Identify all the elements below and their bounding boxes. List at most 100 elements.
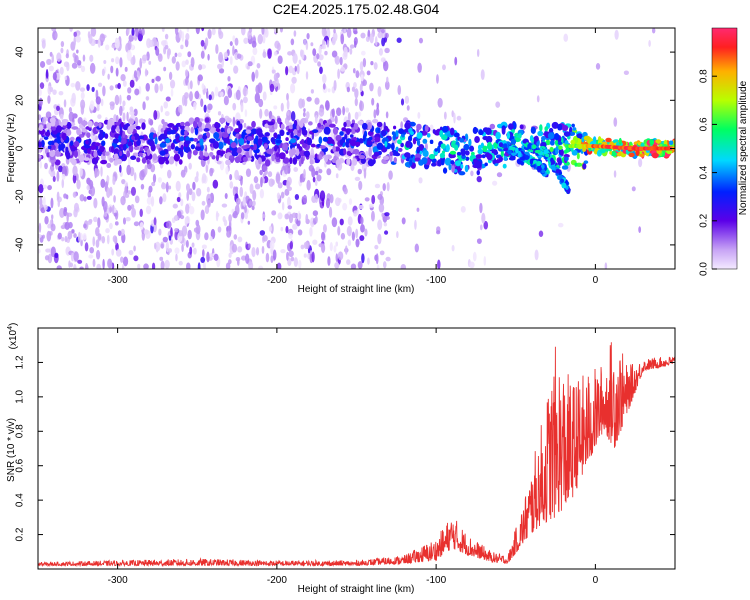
- spectrogram-noise-mark: [178, 260, 183, 266]
- spectrogram-noise-mark: [186, 190, 190, 202]
- spectrogram-noise-mark: [232, 45, 235, 56]
- spectrogram-noise-mark: [373, 109, 377, 119]
- spectrogram-noise-mark: [354, 88, 359, 99]
- colorbar-gradient: [712, 28, 737, 269]
- spectrogram-band-mark: [66, 121, 72, 129]
- spectrogram-band-mark: [130, 155, 137, 161]
- spectrogram-band-mark: [554, 146, 559, 155]
- spectrogram-noise-mark: [253, 176, 259, 184]
- spectrogram-band-mark: [463, 143, 470, 151]
- spectrogram-band-mark: [470, 151, 475, 156]
- spectrogram-band-mark: [179, 150, 184, 158]
- spectrogram-band-mark: [141, 122, 146, 130]
- spectrogram-noise-mark: [294, 65, 298, 72]
- spectrogram-band-mark: [495, 131, 501, 140]
- spectrogram-band-mark: [498, 156, 503, 162]
- spectrogram-noise-mark: [292, 52, 298, 64]
- spectrogram-band-mark: [458, 171, 466, 176]
- spectrogram-noise-mark: [73, 31, 78, 37]
- spectrogram-noise-mark: [384, 215, 390, 221]
- spectrogram-noise-mark: [252, 47, 258, 56]
- spectrogram-noise-mark: [39, 60, 46, 68]
- spectrogram-noise-mark: [330, 128, 334, 140]
- spectrogram-band-mark: [495, 159, 501, 164]
- spectrogram-band-mark: [47, 145, 52, 150]
- spectrogram-band-mark: [384, 141, 388, 148]
- spectrogram-band-mark: [38, 148, 42, 153]
- spectrogram-band-mark: [453, 132, 460, 138]
- spectrogram-band-mark: [422, 150, 429, 157]
- snr-y-tick-label: 0.6: [15, 458, 26, 472]
- spectrogram-band-mark: [300, 156, 304, 165]
- snr-x-tick-label: -200: [267, 575, 287, 586]
- spectrogram-noise-mark: [322, 74, 327, 84]
- spectrogram-noise-mark: [109, 101, 115, 107]
- spectrogram-noise-mark: [248, 261, 254, 269]
- spectrogram-band-mark: [38, 124, 44, 131]
- spectrogram-band-mark: [428, 153, 436, 160]
- spectrogram-noise-mark: [229, 41, 233, 47]
- spectrogram-noise-mark: [385, 111, 389, 119]
- spectrogram-noise-mark: [442, 64, 446, 71]
- spectrogram-band-mark: [213, 132, 220, 140]
- spectrogram-band-mark: [101, 140, 106, 147]
- spectrogram-band-mark: [389, 151, 394, 157]
- spectrogram-noise-mark: [380, 29, 385, 34]
- spectrogram-noise-mark: [214, 86, 219, 97]
- spectrogram-band-mark: [503, 155, 508, 161]
- spectrogram-band-mark: [564, 156, 569, 161]
- spectrogram-noise-mark: [100, 98, 104, 107]
- spectrogram-noise-mark: [146, 38, 152, 49]
- spectrogram-band-mark: [322, 136, 329, 142]
- spectrogram-band-mark: [482, 135, 490, 141]
- spectrogram-noise-mark: [52, 170, 56, 177]
- spectrogram-noise-mark: [63, 193, 68, 199]
- spectrogram-noise-mark: [201, 200, 206, 206]
- spectrogram-noise-mark: [83, 196, 87, 202]
- spectrogram-noise-mark: [273, 51, 278, 56]
- spectrogram-band-mark: [253, 143, 258, 151]
- spectrogram-noise-mark: [371, 194, 376, 205]
- spectrogram-band-mark: [179, 124, 185, 130]
- spectrogram-band-mark: [561, 165, 569, 170]
- spectrogram-band-mark: [403, 128, 410, 133]
- spectrogram-noise-mark: [358, 180, 363, 191]
- spectrogram-noise-mark: [77, 231, 81, 243]
- spectrogram-band-mark: [192, 149, 198, 156]
- spectrogram-noise-mark: [296, 63, 300, 75]
- spectrogram-band-mark: [618, 137, 622, 145]
- spectrogram-noise-mark: [259, 169, 263, 176]
- spectrogram-noise-mark: [332, 31, 338, 42]
- spectrogram-branch-mark: [517, 151, 522, 158]
- spectrogram-noise-mark: [385, 256, 391, 262]
- spectrogram-band-mark: [180, 144, 184, 151]
- spectrogram-noise-mark: [115, 242, 119, 252]
- spectrogram-noise-mark: [129, 79, 135, 88]
- spectrogram-band-mark: [201, 123, 205, 130]
- spectrogram-noise-mark: [351, 86, 356, 92]
- spectrogram-band-mark: [449, 150, 457, 155]
- spectrogram-noise-mark: [469, 261, 475, 269]
- spectrogram-band-mark: [197, 121, 203, 128]
- spectrogram-noise-mark: [38, 222, 42, 233]
- spectrogram-branch-mark: [536, 160, 541, 167]
- spectrogram-noise-mark: [39, 82, 45, 89]
- spectrogram-noise-mark: [127, 156, 131, 167]
- spectrogram-band-mark: [236, 147, 242, 154]
- spectrogram-noise-mark: [245, 253, 250, 264]
- spectrogram-noise-mark: [133, 108, 138, 117]
- spectrogram-noise-mark: [100, 178, 106, 189]
- spectrogram-band-mark: [362, 134, 366, 142]
- spectrogram-noise-mark: [94, 168, 100, 177]
- spectrogram-noise-mark: [124, 66, 128, 72]
- spectrogram-noise-mark: [218, 28, 222, 36]
- spectrogram-noise-mark: [114, 221, 119, 226]
- spectrogram-noise-mark: [203, 264, 207, 269]
- spectrogram-noise-mark: [119, 164, 122, 173]
- spectrogram-noise-mark: [235, 89, 241, 101]
- spectrogram-band-mark: [146, 148, 151, 156]
- spectrogram-noise-mark: [38, 97, 43, 107]
- spectrogram-band-mark: [464, 164, 469, 173]
- spectrogram-noise-mark: [349, 48, 353, 55]
- spectrogram-noise-mark: [103, 212, 108, 217]
